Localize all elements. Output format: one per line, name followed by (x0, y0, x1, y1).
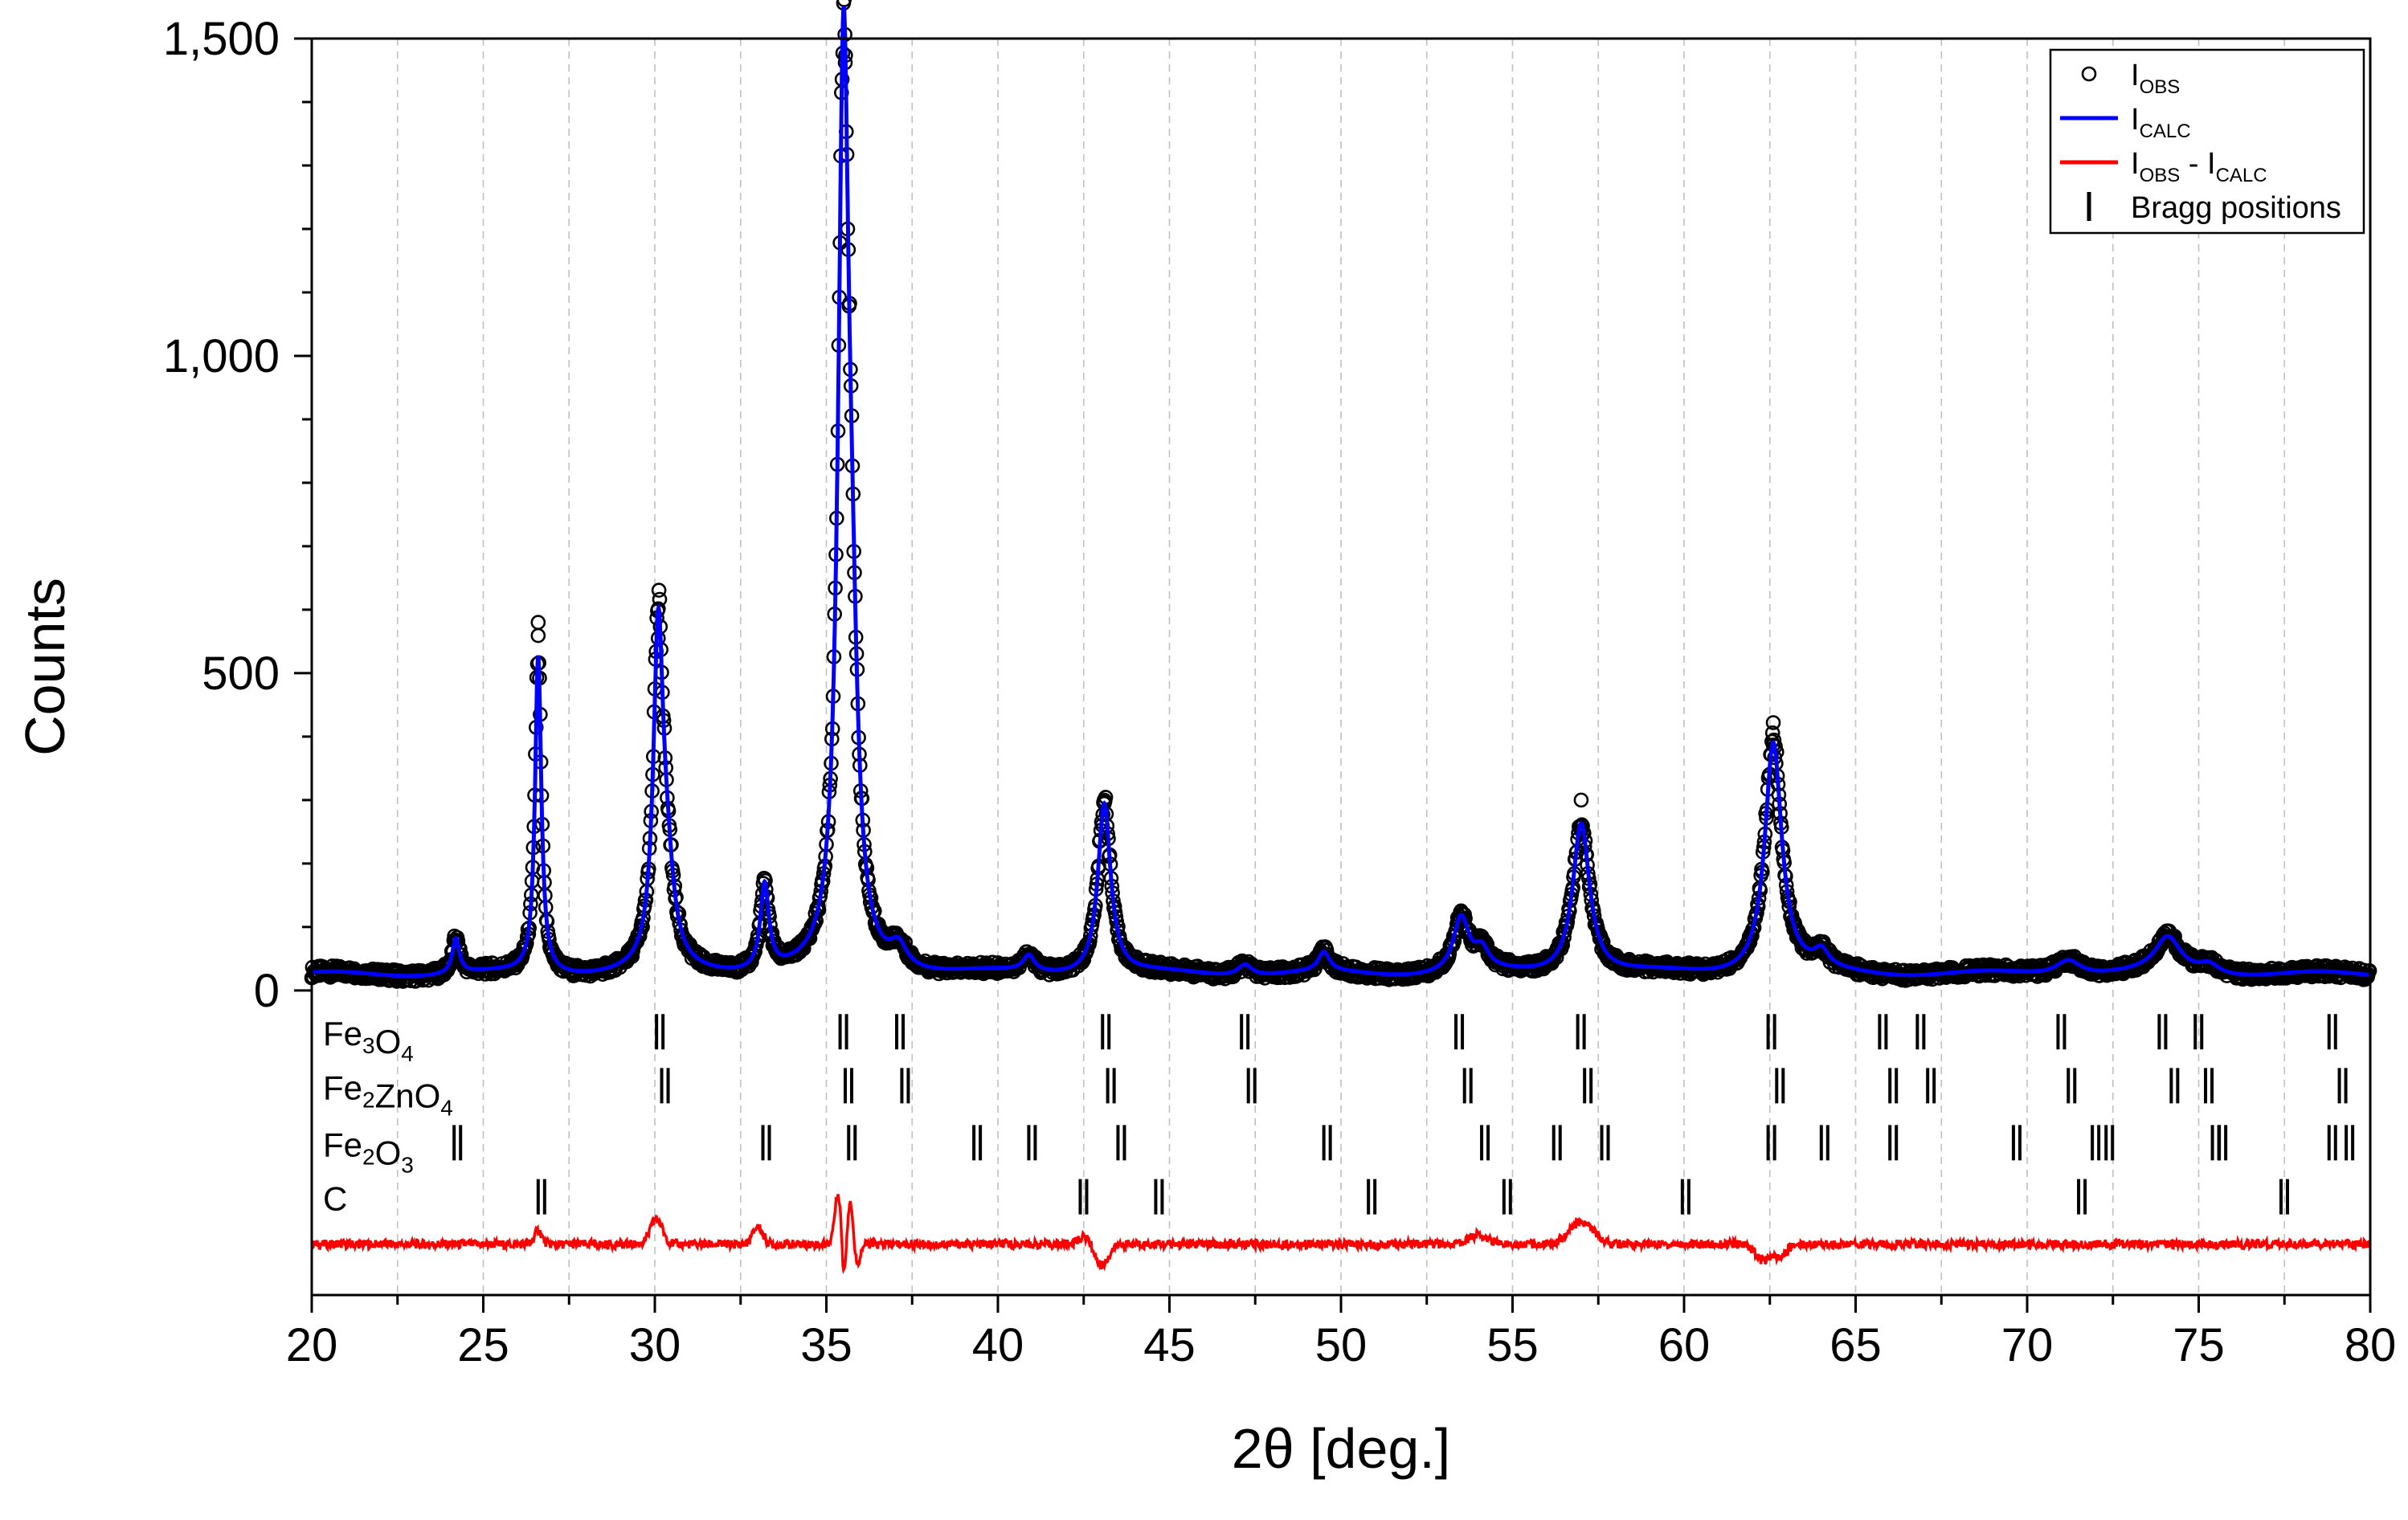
x-axis-title: 2θ [deg.] (1232, 1417, 1450, 1480)
plot-series (304, 0, 2377, 1275)
observed-point (651, 582, 667, 599)
grid-lines (396, 39, 2286, 1295)
y-tick-label: 0 (254, 965, 280, 1017)
x-tick-label: 75 (2173, 1319, 2225, 1371)
x-tick-label: 20 (286, 1319, 338, 1371)
x-tick-label: 55 (1486, 1319, 1539, 1371)
bragg-phase-label: C (323, 1180, 347, 1218)
x-tick-label: 80 (2345, 1319, 2397, 1371)
x-tick-label: 45 (1143, 1319, 1196, 1371)
y-tick-label: 1,500 (163, 13, 280, 65)
y-tick-label: 500 (202, 648, 280, 700)
x-tick-label: 40 (972, 1319, 1024, 1371)
y-tick-label: 1,000 (163, 330, 280, 382)
x-tick-label: 60 (1658, 1319, 1711, 1371)
legend-label-bragg: Bragg positions (2131, 191, 2341, 225)
x-tick-label: 65 (1830, 1319, 1882, 1371)
x-tick-label: 70 (2001, 1319, 2054, 1371)
x-tick-label: 50 (1315, 1319, 1368, 1371)
x-tick-label: 35 (800, 1319, 852, 1371)
x-tick-label: 25 (457, 1319, 509, 1371)
x-tick-label: 30 (629, 1319, 681, 1371)
difference-series-line (310, 1194, 2372, 1275)
y-axis-title: Counts (14, 578, 76, 756)
